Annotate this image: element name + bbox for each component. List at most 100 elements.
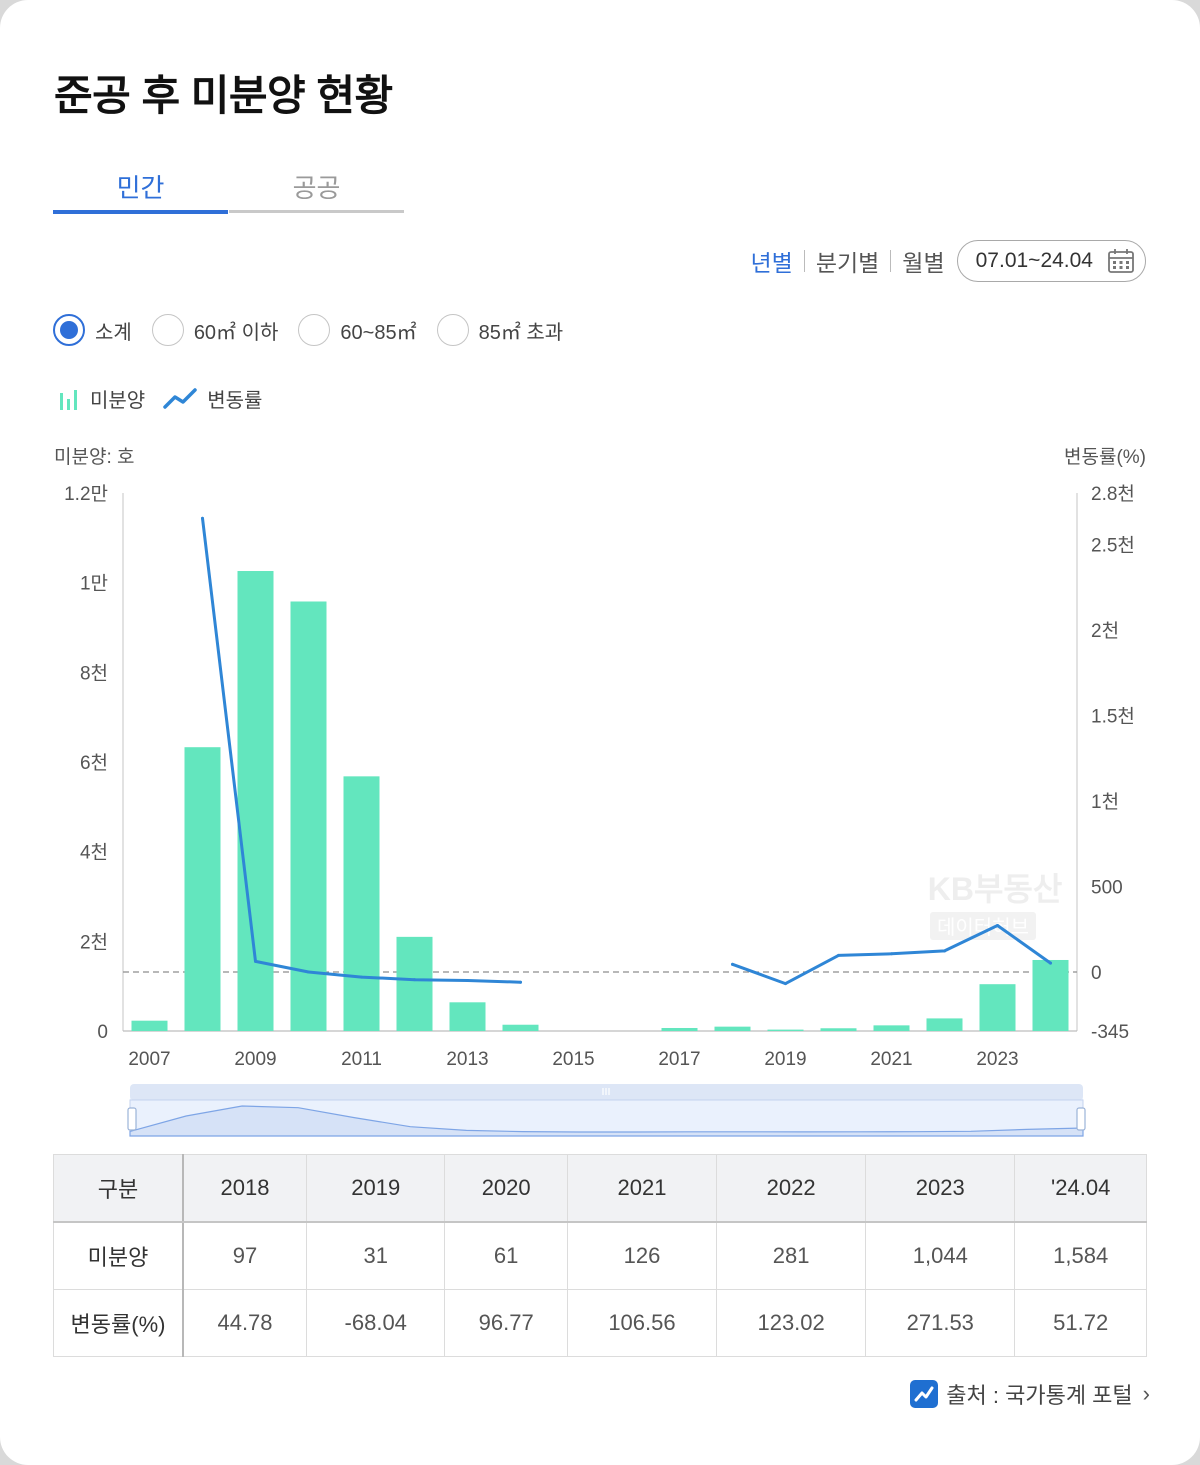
table-cell: 126 [566, 1221, 718, 1290]
table-cell: 31 [306, 1221, 446, 1290]
bar-2011 [343, 776, 380, 1031]
chart-legend: 미분양 변동률 [58, 384, 280, 413]
watermark-text: KB부동산 [928, 871, 1063, 907]
right-tick-label: 2.5천 [1091, 534, 1135, 556]
left-tick-label: 2천 [80, 931, 108, 953]
chevron-right-icon: › [1142, 1381, 1150, 1406]
tab-private[interactable]: 민간 [53, 168, 228, 214]
bar-2012 [396, 936, 433, 1031]
point-2020 [837, 953, 840, 957]
x-tick-label: 2017 [658, 1049, 700, 1070]
range-navigator[interactable] [127, 1084, 1086, 1137]
right-tick-label: 2천 [1091, 620, 1119, 642]
period-monthly[interactable]: 월별 [902, 250, 945, 276]
left-axis-unit: 미분양: 호 [54, 447, 135, 468]
x-tick-label: 2015 [552, 1049, 594, 1070]
bar-2019 [767, 1029, 804, 1031]
right-tick-label: 1.5천 [1091, 705, 1135, 727]
tab-public[interactable]: 공공 [229, 168, 404, 213]
left-tick-label: 1.2만 [64, 483, 108, 505]
filter-over-85[interactable]: 85㎡ 초과 [436, 314, 563, 346]
point-'24.04 [1049, 961, 1052, 965]
divider [803, 250, 805, 272]
date-range-text: 07.01~24.04 [975, 249, 1093, 272]
radio-icon [298, 314, 331, 346]
table-cell: 96.77 [444, 1289, 568, 1357]
bar-2022 [926, 1018, 963, 1031]
table-header-cell: 2021 [566, 1154, 718, 1223]
table-cell: 281 [716, 1221, 867, 1290]
point-2019 [784, 982, 787, 986]
right-axis-unit: 변동률(%) [1064, 447, 1146, 468]
left-tick-label: 0 [97, 1022, 108, 1043]
right-tick-label: -345 [1091, 1022, 1129, 1043]
table-cell: 61 [444, 1221, 568, 1290]
chart-axes [122, 493, 1078, 1032]
point-2021 [890, 952, 893, 956]
point-2011 [360, 975, 363, 979]
table-header-cell: 2022 [716, 1154, 867, 1223]
point-2018 [731, 962, 734, 966]
table-cell: 1,044 [865, 1221, 1016, 1290]
legend-line[interactable]: 변동률 [163, 384, 262, 413]
divider [890, 250, 892, 272]
navigator-left-handle [127, 1107, 137, 1131]
line-series [201, 516, 1052, 986]
bar-2013 [449, 1002, 486, 1031]
bar-2007 [131, 1020, 168, 1031]
point-2013 [466, 979, 469, 983]
table-cell: 123.02 [716, 1289, 867, 1357]
point-2023 [996, 924, 999, 928]
source-link[interactable]: 출처 : 국가통계 포털 › [910, 1378, 1150, 1410]
right-tick-label: 500 [1091, 877, 1123, 898]
table-header-cell: '24.04 [1014, 1154, 1147, 1223]
table-cell: 44.78 [182, 1289, 308, 1357]
right-tick-label: 2.8천 [1091, 483, 1135, 505]
filter-subtotal[interactable]: 소계 [53, 314, 132, 346]
navigator-right-handle [1076, 1107, 1086, 1131]
date-range-button[interactable]: 07.01~24.04 [956, 240, 1146, 282]
table-header-row: 구분 2018 2019 2020 2021 2022 2023 '24.04 [53, 1154, 1147, 1223]
watermark-subtext: 데이터허브 [937, 916, 1029, 939]
page-title: 준공 후 미분양 현황 [54, 72, 393, 119]
size-filter-group: 소계 60㎡ 이하 60~85㎡ 85㎡ 초과 [53, 314, 583, 346]
point-2009 [254, 959, 257, 963]
left-tick-label: 8천 [80, 662, 108, 684]
table-row: 미분양 97 31 61 126 281 1,044 1,584 [53, 1221, 1147, 1290]
legend-line-label: 변동률 [207, 390, 263, 412]
right-tick-label: 1천 [1091, 791, 1119, 813]
bar-2020 [820, 1028, 857, 1031]
x-tick-label: 2007 [128, 1049, 170, 1070]
calendar-icon [1108, 249, 1134, 273]
legend-bar[interactable]: 미분양 [58, 384, 145, 413]
point-2022 [943, 949, 946, 953]
left-tick-label: 1만 [80, 573, 108, 595]
table-header-cell: 구분 [53, 1154, 184, 1223]
x-tick-label: 2021 [870, 1049, 912, 1070]
line-chart-icon [163, 387, 197, 409]
period-selector: 년별 분기별 월별 07.01~24.04 [750, 240, 1146, 282]
x-tick-label: 2019 [764, 1049, 806, 1070]
bar-chart-icon [60, 389, 77, 410]
table-cell: 97 [182, 1221, 308, 1290]
period-quarterly[interactable]: 분기별 [815, 250, 880, 276]
left-tick-label: 6천 [80, 752, 108, 774]
table-cell: 1,584 [1014, 1221, 1147, 1290]
filter-label: 60㎡ 이하 [193, 321, 279, 344]
data-table: 구분 2018 2019 2020 2021 2022 2023 '24.04 … [53, 1154, 1147, 1357]
table-header-cell: 2020 [444, 1154, 568, 1223]
bar-2018 [714, 1026, 751, 1031]
table-cell: -68.04 [306, 1289, 446, 1357]
navigator-area [129, 1105, 1084, 1137]
radio-icon [436, 314, 469, 346]
bar-'24.04 [1032, 959, 1069, 1031]
filter-60-85[interactable]: 60~85㎡ [298, 314, 417, 346]
bar-2010 [290, 601, 327, 1031]
table-header-cell: 2018 [182, 1154, 308, 1223]
filter-under-60[interactable]: 60㎡ 이하 [151, 314, 279, 346]
period-yearly[interactable]: 년별 [750, 250, 793, 276]
table-row: 변동률(%) 44.78 -68.04 96.77 106.56 123.02 … [53, 1289, 1147, 1357]
